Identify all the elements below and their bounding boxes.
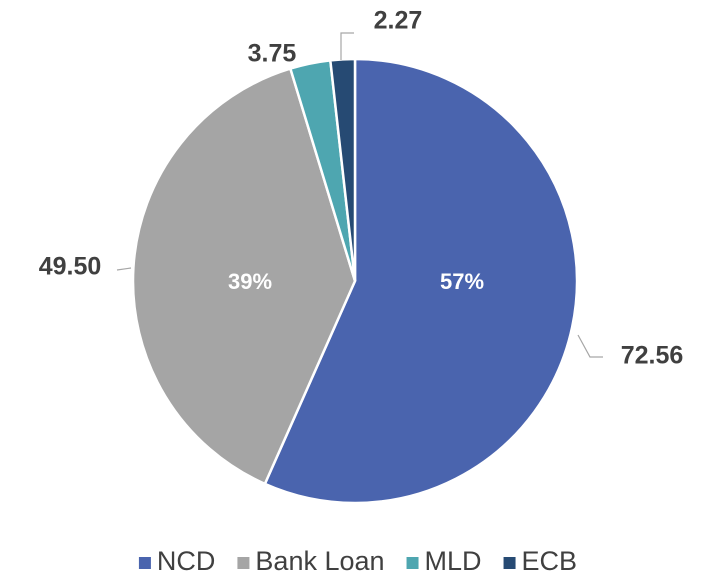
pie-slice [131,67,357,486]
legend-swatch [406,557,419,569]
pie-slice [328,57,357,282]
pie-slice [263,57,579,505]
value-label: 2.27 [374,7,423,35]
leader-line [340,32,354,60]
percent-label: 57% [440,269,484,294]
value-label: 72.56 [621,342,684,370]
leader-line [577,334,603,358]
legend-swatch [503,557,516,569]
percent-label: 39% [228,269,272,294]
legend-swatch [138,557,151,569]
legend-label: ECB [522,546,578,576]
legend-label: NCD [157,546,216,576]
value-label: 3.75 [248,40,297,68]
value-label: 49.50 [39,253,102,281]
legend-label: Bank Loan [255,546,384,576]
leader-line [116,267,132,271]
legend-label: MLD [425,546,482,576]
legend-swatch [237,557,250,569]
